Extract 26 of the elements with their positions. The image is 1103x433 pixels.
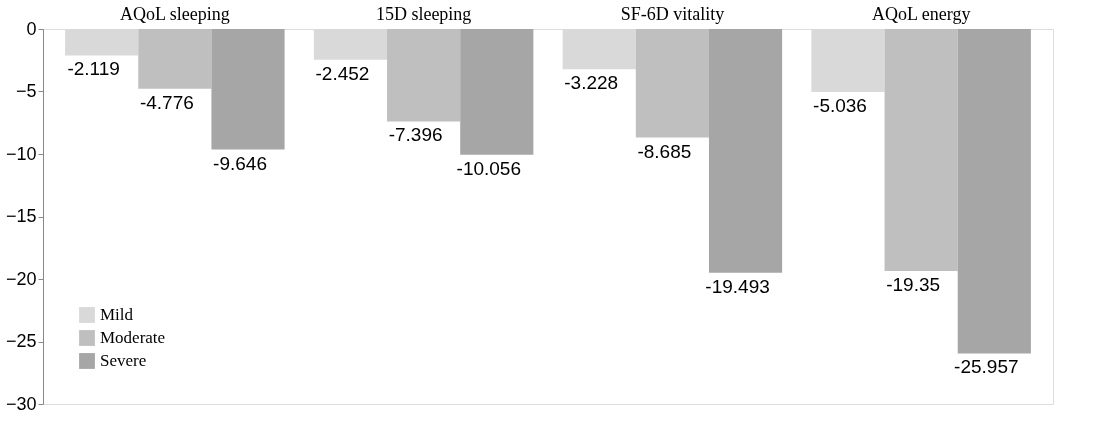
y-tick-label: −25 [5,331,37,351]
y-tick-label: −10 [5,143,37,164]
y-tick-label: −30 [5,393,37,414]
data-label: -4.776 [139,91,194,113]
legend-label: Severe [100,351,147,370]
data-label: -10.056 [456,157,522,179]
data-label: -19.493 [705,275,770,297]
data-label: -25.957 [954,356,1019,378]
data-label: -5.036 [813,94,867,116]
data-label: -8.685 [637,140,692,162]
x-tick-label: SF-6D vitality [620,3,725,24]
data-label: -9.646 [213,152,267,174]
data-label: -3.228 [564,72,619,94]
y-tick-label: 0 [26,18,37,39]
data-label: -2.452 [315,62,370,84]
data-label: -2.119 [67,58,120,80]
x-tick-label: AQoL sleeping [119,3,230,24]
data-label: -19.35 [886,273,941,295]
y-tick-label: −5 [15,81,37,101]
data-label: -7.396 [388,124,443,146]
x-tick-label: 15D sleeping [375,3,472,24]
x-tick-label: AQoL energy [871,3,971,24]
y-tick-label: −15 [5,206,37,226]
legend-label: Moderate [100,328,166,347]
legend-label: Mild [100,305,134,324]
y-tick-label: −20 [5,268,37,289]
